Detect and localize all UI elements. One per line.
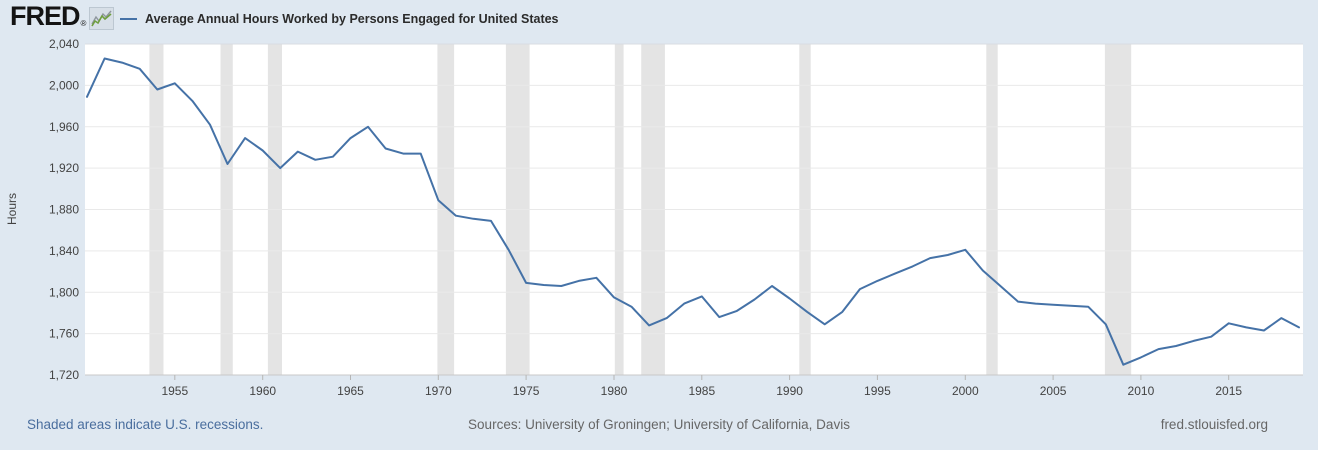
x-tick-label: 1985 xyxy=(688,384,715,398)
y-tick-label: 1,840 xyxy=(49,244,79,258)
x-tick-label: 2005 xyxy=(1040,384,1067,398)
data-line[interactable] xyxy=(86,57,1300,366)
y-tick-label: 1,800 xyxy=(49,285,79,299)
fred-site-link[interactable]: fred.stlouisfed.org xyxy=(1160,417,1268,432)
x-tick-label: 1970 xyxy=(425,384,452,398)
y-tick-label: 2,000 xyxy=(49,78,79,92)
x-tick-label: 1975 xyxy=(513,384,540,398)
series-legend-label: Average Annual Hours Worked by Persons E… xyxy=(145,12,559,26)
x-tick-label: 1960 xyxy=(249,384,276,398)
sources-text: Sources: University of Groningen; Univer… xyxy=(468,417,850,432)
registered-mark-icon: ® xyxy=(80,19,87,28)
y-tick-label: 1,760 xyxy=(49,327,79,341)
y-tick-label: 1,880 xyxy=(49,203,79,217)
y-tick-label: 1,920 xyxy=(49,161,79,175)
x-tick-label: 2010 xyxy=(1128,384,1155,398)
x-tick-label: 1980 xyxy=(601,384,628,398)
y-tick-label: 2,040 xyxy=(49,37,79,51)
fred-sparkline-icon xyxy=(89,7,115,30)
legend-line-swatch xyxy=(120,18,137,20)
fred-logo[interactable]: FRED ® xyxy=(10,1,115,31)
series-legend: Average Annual Hours Worked by Persons E… xyxy=(120,12,559,26)
y-tick-label: 1,720 xyxy=(49,368,79,382)
y-tick-label: 1,960 xyxy=(49,120,79,134)
x-tick-label: 1965 xyxy=(337,384,364,398)
x-tick-label: 1955 xyxy=(161,384,188,398)
fred-logo-text: FRED xyxy=(10,1,80,31)
x-tick-label: 1990 xyxy=(776,384,803,398)
x-tick-label: 2000 xyxy=(952,384,979,398)
x-tick-label: 1995 xyxy=(864,384,891,398)
x-tick-label: 2015 xyxy=(1215,384,1242,398)
recession-note-link[interactable]: Shaded areas indicate U.S. recessions. xyxy=(27,417,264,432)
